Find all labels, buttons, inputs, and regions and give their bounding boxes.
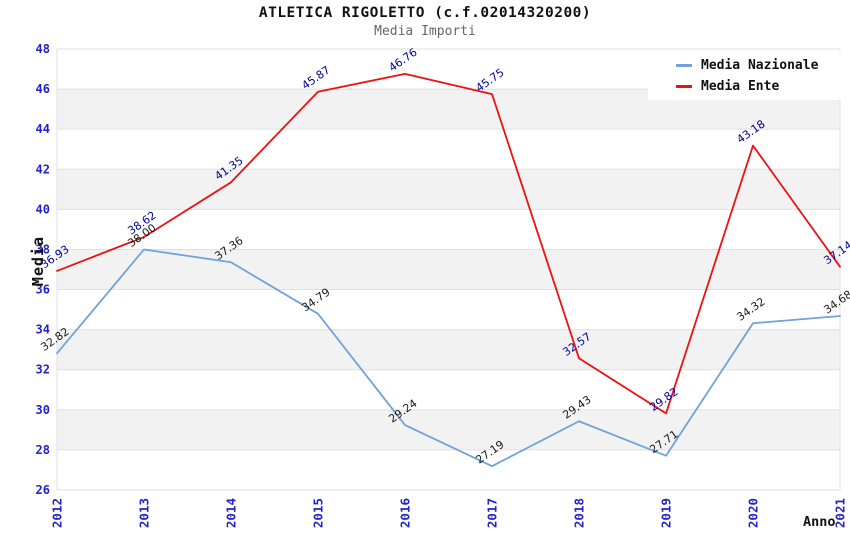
svg-text:46: 46 bbox=[36, 82, 50, 96]
svg-text:44: 44 bbox=[36, 122, 50, 136]
svg-text:46.76: 46.76 bbox=[386, 46, 419, 75]
svg-text:2012: 2012 bbox=[50, 498, 65, 528]
legend: Media Nazionale Media Ente bbox=[648, 52, 841, 100]
svg-text:32: 32 bbox=[36, 363, 50, 377]
svg-text:2013: 2013 bbox=[137, 498, 152, 528]
svg-text:2014: 2014 bbox=[224, 498, 239, 528]
svg-text:48: 48 bbox=[36, 42, 50, 56]
svg-text:28: 28 bbox=[36, 443, 50, 457]
svg-text:2019: 2019 bbox=[659, 498, 674, 528]
svg-text:45.87: 45.87 bbox=[299, 63, 332, 92]
legend-label-ente: Media Ente bbox=[701, 79, 780, 94]
svg-text:2016: 2016 bbox=[398, 498, 413, 528]
legend-item-media-ente: Media Ente bbox=[648, 78, 841, 96]
svg-text:30: 30 bbox=[36, 403, 50, 417]
svg-text:34: 34 bbox=[36, 323, 50, 337]
svg-text:38: 38 bbox=[36, 242, 50, 256]
chart-subtitle: Media Importi bbox=[374, 24, 476, 39]
svg-text:40: 40 bbox=[36, 202, 50, 216]
ente-line-swatch bbox=[676, 85, 692, 88]
svg-text:2020: 2020 bbox=[746, 498, 761, 528]
svg-text:36: 36 bbox=[36, 283, 50, 297]
svg-text:2021: 2021 bbox=[833, 498, 848, 528]
legend-item-media-nazionale: Media Nazionale bbox=[648, 57, 841, 75]
legend-label-nazionale: Media Nazionale bbox=[701, 58, 819, 73]
y-axis-title: Media bbox=[29, 235, 47, 287]
svg-text:42: 42 bbox=[36, 162, 50, 176]
svg-text:26: 26 bbox=[36, 483, 50, 497]
chart-title: ATLETICA RIGOLETTO (c.f.02014320200) bbox=[258, 5, 592, 21]
nazionale-line-swatch bbox=[676, 64, 692, 67]
svg-text:34.32: 34.32 bbox=[734, 295, 767, 324]
svg-text:2017: 2017 bbox=[485, 498, 500, 528]
svg-text:34.68: 34.68 bbox=[821, 288, 850, 317]
x-axis-title: Anno bbox=[803, 514, 836, 530]
svg-text:2015: 2015 bbox=[311, 498, 326, 528]
svg-text:2018: 2018 bbox=[572, 498, 587, 528]
